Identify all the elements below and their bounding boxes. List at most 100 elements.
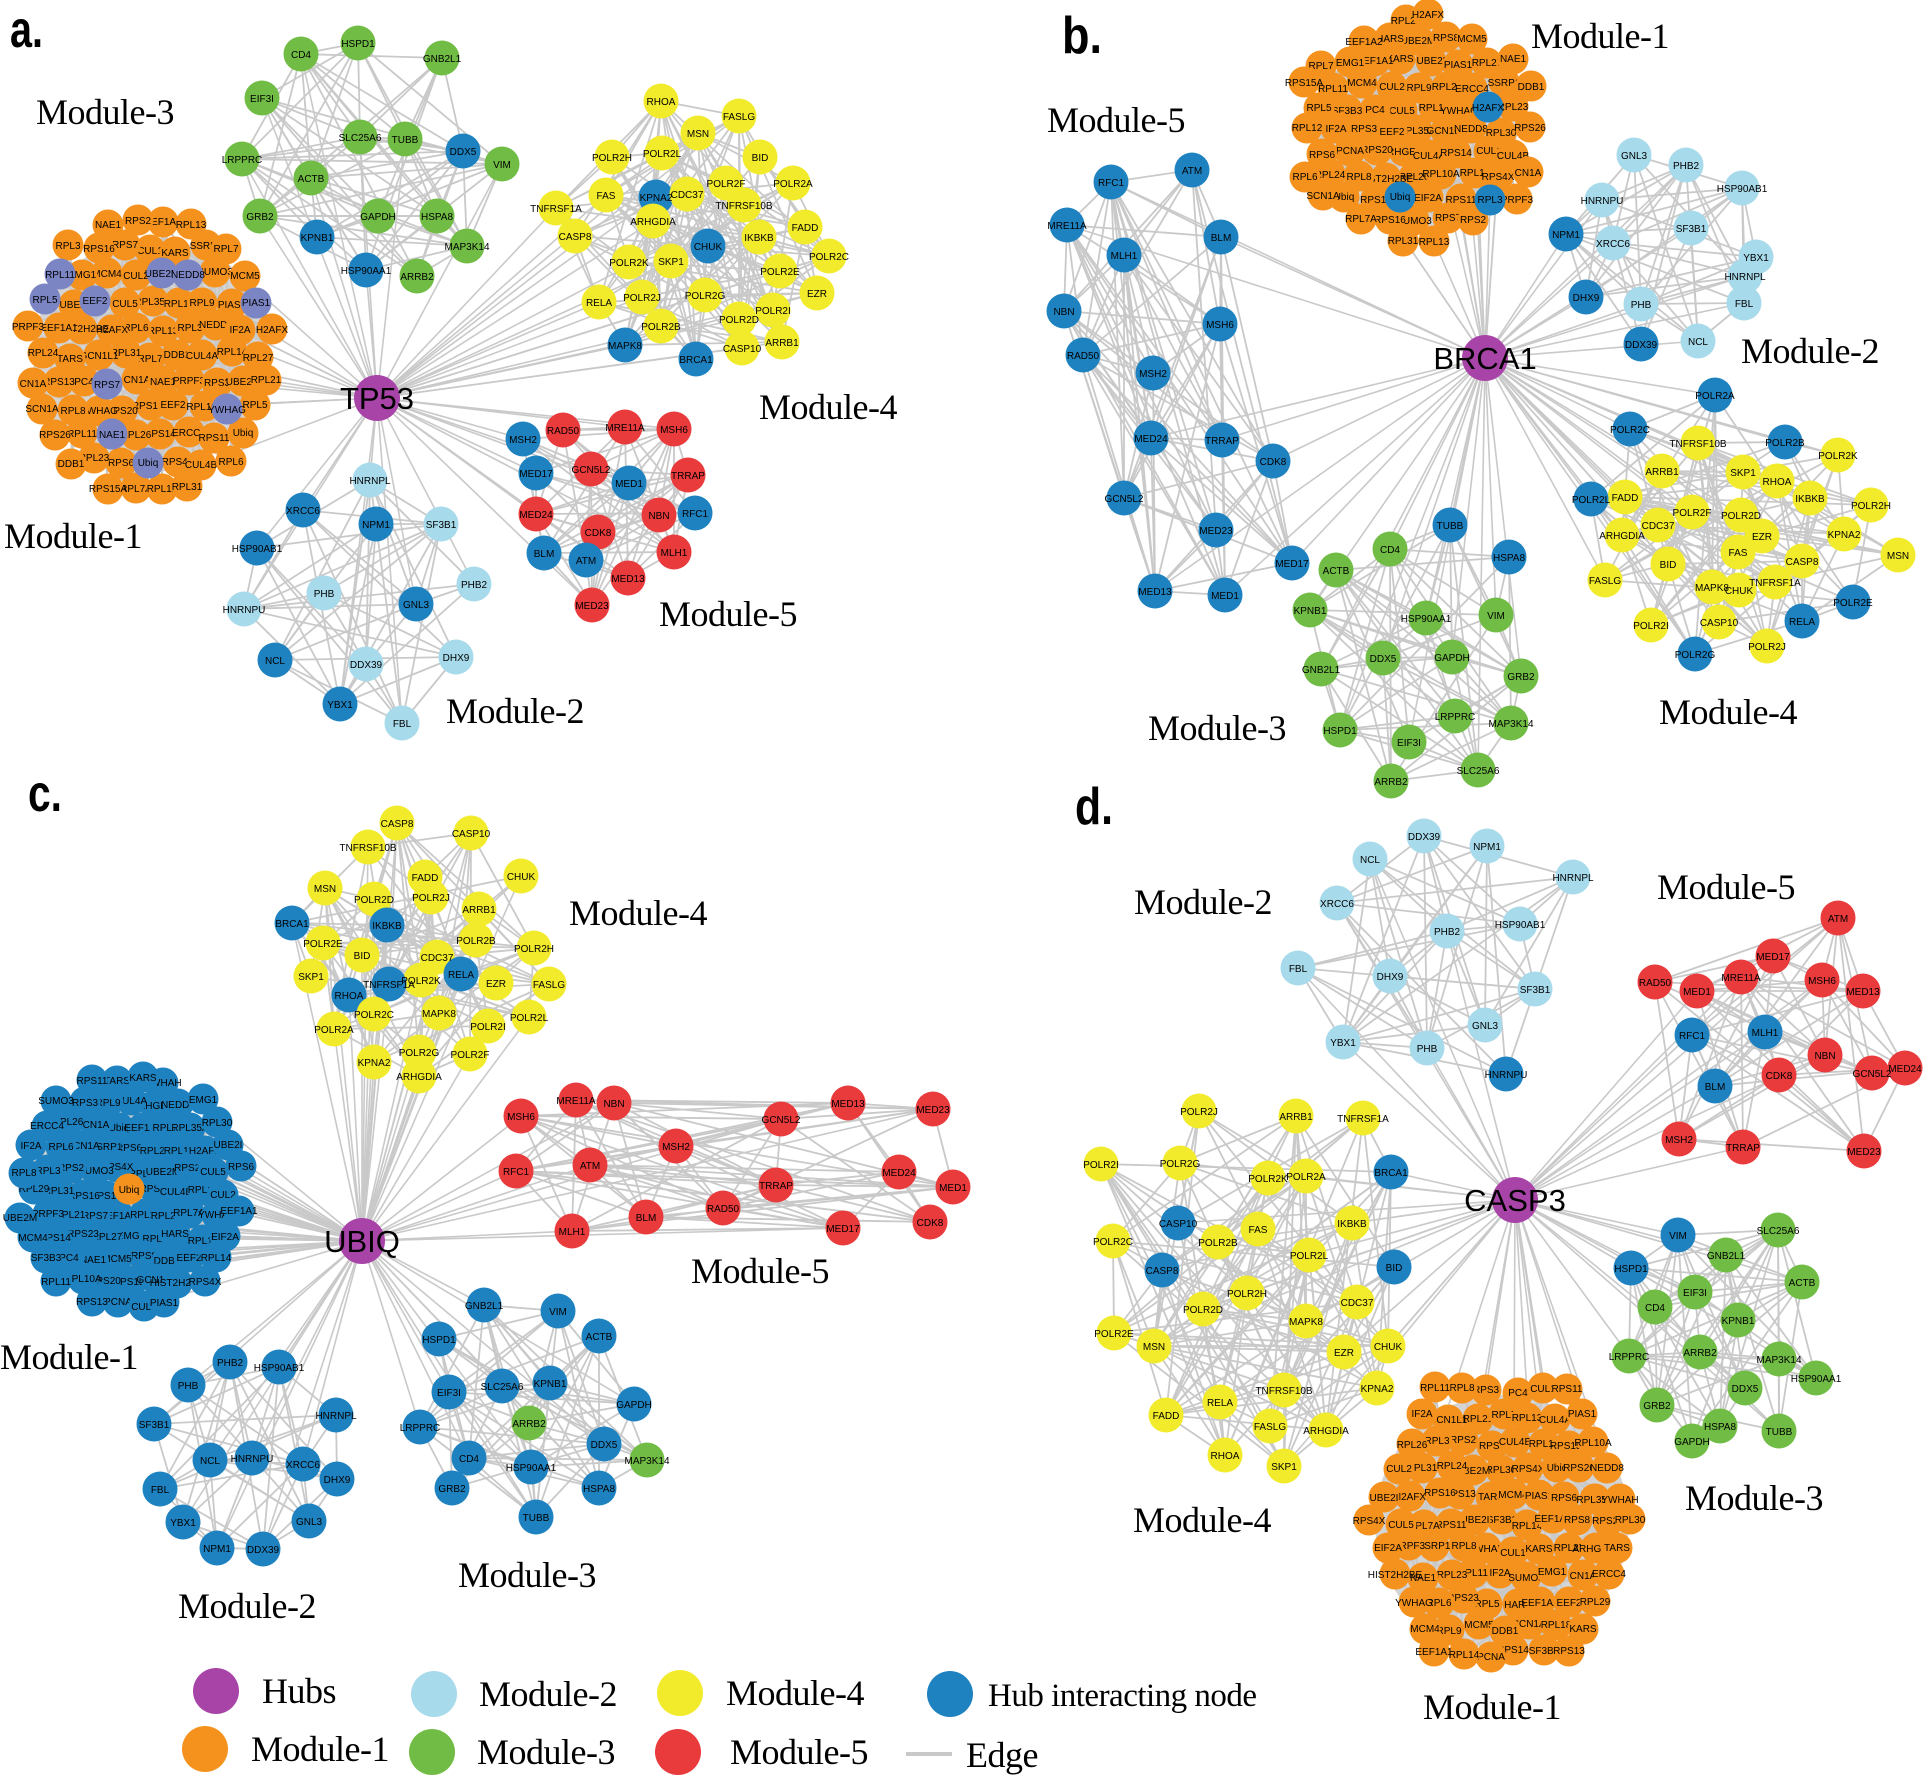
svg-text:CUL4A: CUL4A bbox=[186, 351, 219, 362]
svg-text:Hubs: Hubs bbox=[262, 1671, 336, 1711]
svg-text:FAS: FAS bbox=[597, 191, 616, 202]
svg-text:UBE2M: UBE2M bbox=[226, 377, 260, 388]
svg-text:MSH6: MSH6 bbox=[1808, 976, 1836, 987]
svg-text:CDK8: CDK8 bbox=[917, 1218, 944, 1229]
svg-text:EEF1A1: EEF1A1 bbox=[40, 323, 78, 334]
svg-text:Module-2: Module-2 bbox=[479, 1674, 617, 1714]
svg-text:RPL3: RPL3 bbox=[177, 323, 202, 334]
svg-text:MSH2: MSH2 bbox=[1139, 369, 1167, 380]
svg-text:RPL11: RPL11 bbox=[130, 1210, 160, 1221]
svg-text:HSPD1: HSPD1 bbox=[1323, 726, 1357, 737]
svg-text:GNL3: GNL3 bbox=[1621, 151, 1648, 162]
svg-text:MCM4: MCM4 bbox=[1347, 78, 1377, 89]
svg-text:RPL27: RPL27 bbox=[1554, 1543, 1585, 1554]
svg-text:NAE1: NAE1 bbox=[150, 377, 177, 388]
svg-text:XRCC6: XRCC6 bbox=[1596, 239, 1630, 250]
svg-text:FBL: FBL bbox=[1289, 964, 1308, 975]
svg-text:EIF3I: EIF3I bbox=[250, 94, 274, 105]
svg-text:SLC25A6: SLC25A6 bbox=[481, 1382, 524, 1393]
svg-text:MAPK8: MAPK8 bbox=[608, 341, 642, 352]
svg-text:Hub interacting node: Hub interacting node bbox=[988, 1678, 1257, 1714]
svg-text:RPS3: RPS3 bbox=[1473, 1385, 1500, 1396]
svg-text:RPS4X: RPS4X bbox=[1512, 1464, 1545, 1475]
svg-text:DHX9: DHX9 bbox=[443, 653, 470, 664]
svg-text:CUL1: CUL1 bbox=[131, 1302, 157, 1313]
svg-text:RPL3: RPL3 bbox=[1424, 1436, 1449, 1447]
svg-text:POLR2D: POLR2D bbox=[1183, 1305, 1223, 1316]
svg-text:MED24: MED24 bbox=[1134, 434, 1168, 445]
svg-text:CASP8: CASP8 bbox=[1146, 1266, 1179, 1277]
svg-text:RPL9: RPL9 bbox=[189, 298, 214, 309]
svg-text:RPL8: RPL8 bbox=[1346, 172, 1371, 183]
svg-text:RPS7: RPS7 bbox=[1479, 1441, 1506, 1452]
svg-text:EEF1A2: EEF1A2 bbox=[124, 1123, 162, 1134]
svg-text:POLR2C: POLR2C bbox=[809, 252, 849, 263]
svg-text:RELA: RELA bbox=[1789, 617, 1815, 628]
svg-text:PC4: PC4 bbox=[1508, 1388, 1528, 1399]
svg-text:MAP3K14: MAP3K14 bbox=[444, 242, 489, 253]
svg-text:RPL5: RPL5 bbox=[142, 1234, 167, 1245]
svg-text:EEF1A2: EEF1A2 bbox=[144, 217, 182, 228]
svg-text:CUL5: CUL5 bbox=[1389, 106, 1415, 117]
svg-text:SKP1: SKP1 bbox=[298, 972, 324, 983]
svg-text:RPL9: RPL9 bbox=[95, 1098, 120, 1109]
svg-text:Module-5: Module-5 bbox=[691, 1251, 829, 1291]
svg-text:CUL1: CUL1 bbox=[1476, 146, 1502, 157]
svg-text:POLR2K: POLR2K bbox=[609, 258, 649, 269]
svg-text:SCN1A: SCN1A bbox=[1512, 1619, 1546, 1630]
svg-text:ERCC4: ERCC4 bbox=[1592, 1569, 1626, 1580]
svg-text:MED23: MED23 bbox=[1199, 526, 1233, 537]
svg-text:RPL18: RPL18 bbox=[1541, 1620, 1572, 1631]
svg-text:CDK8: CDK8 bbox=[585, 528, 612, 539]
svg-text:FADD: FADD bbox=[1153, 1411, 1180, 1422]
svg-text:SSRP1: SSRP1 bbox=[1488, 78, 1521, 89]
svg-text:POLR2A: POLR2A bbox=[773, 179, 813, 190]
svg-text:POLR2E: POLR2E bbox=[1094, 1329, 1134, 1340]
svg-text:CN1A: CN1A bbox=[1515, 168, 1542, 179]
svg-text:ATM: ATM bbox=[576, 556, 596, 567]
svg-text:RPL12: RPL12 bbox=[1292, 123, 1323, 134]
svg-text:CDC37: CDC37 bbox=[1341, 1298, 1374, 1309]
svg-text:MCM5: MCM5 bbox=[1457, 34, 1487, 45]
svg-text:GNB2L1: GNB2L1 bbox=[423, 54, 462, 65]
svg-text:RPL31: RPL31 bbox=[44, 1186, 75, 1197]
svg-text:RPL12: RPL12 bbox=[164, 1146, 195, 1157]
svg-text:GCN1L1: GCN1L1 bbox=[137, 1275, 176, 1286]
svg-text:RHOA: RHOA bbox=[1763, 477, 1792, 488]
svg-text:KPNB1: KPNB1 bbox=[534, 1379, 567, 1390]
svg-text:FASLG: FASLG bbox=[1589, 576, 1621, 587]
svg-text:NCL: NCL bbox=[1360, 855, 1380, 866]
svg-text:RPL35A: RPL35A bbox=[1576, 1495, 1614, 1506]
svg-text:Module-4: Module-4 bbox=[1133, 1500, 1271, 1540]
svg-text:RPL7: RPL7 bbox=[213, 244, 238, 255]
svg-text:Module-5: Module-5 bbox=[659, 594, 797, 634]
svg-text:RPS2: RPS2 bbox=[1460, 215, 1487, 226]
svg-text:MSN: MSN bbox=[1887, 551, 1909, 562]
svg-text:RPS11: RPS11 bbox=[199, 433, 230, 444]
svg-text:ATM: ATM bbox=[580, 1161, 600, 1172]
svg-text:H2AFX: H2AFX bbox=[189, 1146, 222, 1157]
svg-text:HIST2H2BE: HIST2H2BE bbox=[150, 1278, 205, 1289]
svg-text:ATM: ATM bbox=[1828, 914, 1848, 925]
svg-text:PIAS1: PIAS1 bbox=[1525, 1491, 1554, 1502]
svg-text:CASP8: CASP8 bbox=[1786, 557, 1819, 568]
svg-text:HNRNPU: HNRNPU bbox=[231, 1454, 274, 1465]
svg-text:HSPA8: HSPA8 bbox=[421, 212, 453, 223]
svg-text:RPS6: RPS6 bbox=[108, 458, 135, 469]
svg-text:POLR2J: POLR2J bbox=[1180, 1107, 1218, 1118]
svg-text:PHB: PHB bbox=[1417, 1044, 1438, 1055]
svg-text:DDX39: DDX39 bbox=[1408, 832, 1441, 843]
svg-text:NEDD8: NEDD8 bbox=[1454, 124, 1488, 135]
svg-text:CUL2: CUL2 bbox=[210, 1190, 236, 1201]
svg-text:RPL13: RPL13 bbox=[188, 1185, 219, 1196]
svg-text:PHB2: PHB2 bbox=[1673, 161, 1700, 172]
svg-text:CUL5: CUL5 bbox=[200, 1167, 226, 1178]
svg-text:RPL13: RPL13 bbox=[1419, 237, 1450, 248]
svg-text:TNFRSF1A: TNFRSF1A bbox=[1749, 578, 1801, 589]
svg-text:RFC1: RFC1 bbox=[503, 1167, 530, 1178]
svg-text:MSH6: MSH6 bbox=[660, 425, 688, 436]
svg-text:RPS3: RPS3 bbox=[72, 1098, 99, 1109]
svg-text:PRPF3: PRPF3 bbox=[32, 1209, 65, 1220]
svg-text:GCN5L2: GCN5L2 bbox=[572, 465, 611, 476]
svg-text:RPL11: RPL11 bbox=[45, 270, 75, 281]
